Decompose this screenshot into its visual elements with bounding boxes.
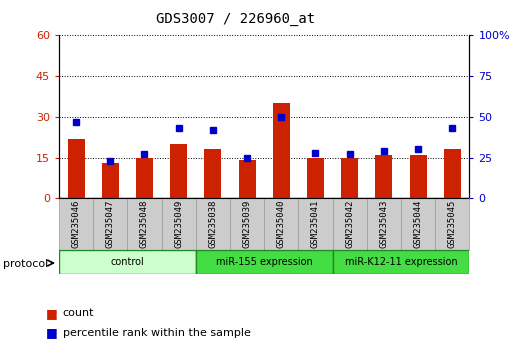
FancyBboxPatch shape	[59, 198, 93, 250]
Bar	[307, 158, 324, 198]
Text: GSM235038: GSM235038	[208, 200, 218, 248]
Bar	[376, 155, 392, 198]
Text: count: count	[63, 308, 94, 318]
Text: protocol: protocol	[3, 259, 48, 269]
FancyBboxPatch shape	[59, 250, 196, 274]
Text: GSM235039: GSM235039	[243, 200, 251, 248]
FancyBboxPatch shape	[332, 198, 367, 250]
Text: GSM235048: GSM235048	[140, 200, 149, 248]
Bar	[204, 149, 222, 198]
FancyBboxPatch shape	[127, 198, 162, 250]
Text: miR-K12-11 expression: miR-K12-11 expression	[345, 257, 457, 267]
Text: ■: ■	[46, 326, 58, 339]
Bar	[102, 163, 119, 198]
FancyBboxPatch shape	[435, 198, 469, 250]
Text: GSM235045: GSM235045	[448, 200, 457, 248]
Text: GSM235043: GSM235043	[380, 200, 388, 248]
Text: GDS3007 / 226960_at: GDS3007 / 226960_at	[156, 12, 315, 27]
FancyBboxPatch shape	[196, 250, 332, 274]
Text: miR-155 expression: miR-155 expression	[216, 257, 312, 267]
FancyBboxPatch shape	[401, 198, 435, 250]
Text: GSM235049: GSM235049	[174, 200, 183, 248]
Bar	[444, 149, 461, 198]
Text: GSM235042: GSM235042	[345, 200, 354, 248]
Text: GSM235040: GSM235040	[277, 200, 286, 248]
FancyBboxPatch shape	[299, 198, 332, 250]
FancyBboxPatch shape	[162, 198, 196, 250]
Bar	[239, 160, 255, 198]
Bar	[170, 144, 187, 198]
Text: GSM235041: GSM235041	[311, 200, 320, 248]
Bar	[409, 155, 427, 198]
FancyBboxPatch shape	[264, 198, 299, 250]
Text: GSM235047: GSM235047	[106, 200, 115, 248]
Bar	[136, 158, 153, 198]
FancyBboxPatch shape	[332, 250, 469, 274]
FancyBboxPatch shape	[367, 198, 401, 250]
Bar	[68, 138, 85, 198]
FancyBboxPatch shape	[230, 198, 264, 250]
Text: ■: ■	[46, 307, 58, 320]
Text: control: control	[110, 257, 144, 267]
Text: GSM235044: GSM235044	[413, 200, 423, 248]
Bar	[273, 103, 290, 198]
Text: GSM235046: GSM235046	[72, 200, 81, 248]
Bar	[341, 158, 358, 198]
FancyBboxPatch shape	[196, 198, 230, 250]
Text: percentile rank within the sample: percentile rank within the sample	[63, 328, 250, 338]
FancyBboxPatch shape	[93, 198, 127, 250]
